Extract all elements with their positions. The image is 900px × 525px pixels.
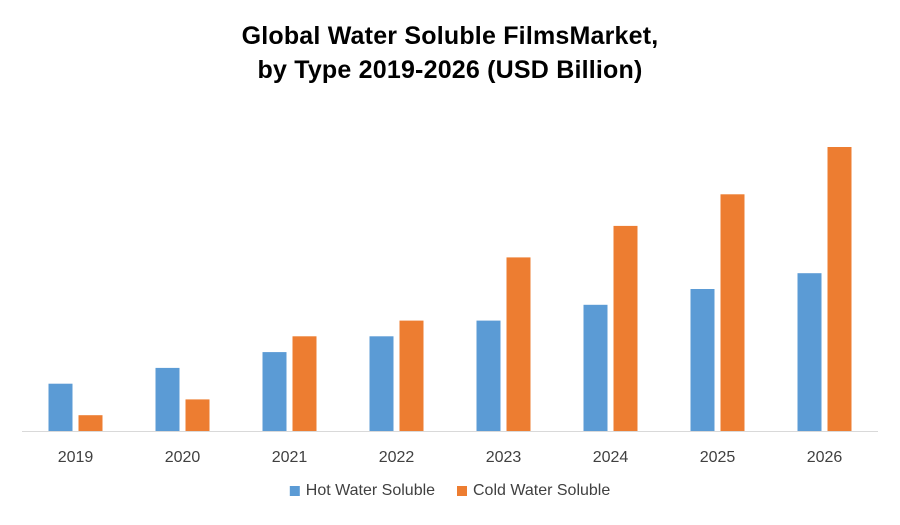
x-tick-label-2025: 2025 [700,449,736,466]
bar-hot-2020 [156,368,180,431]
x-tick-label-2022: 2022 [379,449,415,466]
bar-cold-2026 [828,147,852,431]
bar-hot-2019 [49,384,73,431]
chart: Global Water Soluble FilmsMarket, by Typ… [0,0,900,525]
x-tick-label-2021: 2021 [272,449,308,466]
bar-hot-2024 [584,305,608,431]
bar-cold-2025 [721,194,745,431]
plot-area: 2019 2020 2021 2022 2023 2024 2025 2026 Hot Wate… [0,0,900,525]
legend-item-cold-water-soluble: Cold Water Soluble [457,482,610,499]
legend-swatch [457,486,467,496]
x-tick-label-2019: 2019 [58,449,94,466]
bar-cold-2024 [614,226,638,431]
x-tick-label-2026: 2026 [807,449,843,466]
bar-hot-2023 [477,321,501,431]
bar-cold-2020 [186,399,210,431]
bar-cold-2019 [79,415,103,431]
legend-item-hot-water-soluble: Hot Water Soluble [290,482,435,499]
x-tick-label-2020: 2020 [165,449,201,466]
bar-cold-2021 [293,336,317,431]
bar-cold-2023 [507,257,531,431]
x-tick-label-2024: 2024 [593,449,629,466]
legend-label: Hot Water Soluble [306,482,435,499]
legend-label: Cold Water Soluble [473,482,610,499]
bar-hot-2021 [263,352,287,431]
bar-hot-2022 [370,336,394,431]
bar-cold-2022 [400,321,424,431]
x-tick-label-2023: 2023 [486,449,522,466]
legend-swatch [290,486,300,496]
bar-hot-2026 [798,273,822,431]
bar-hot-2025 [691,289,715,431]
